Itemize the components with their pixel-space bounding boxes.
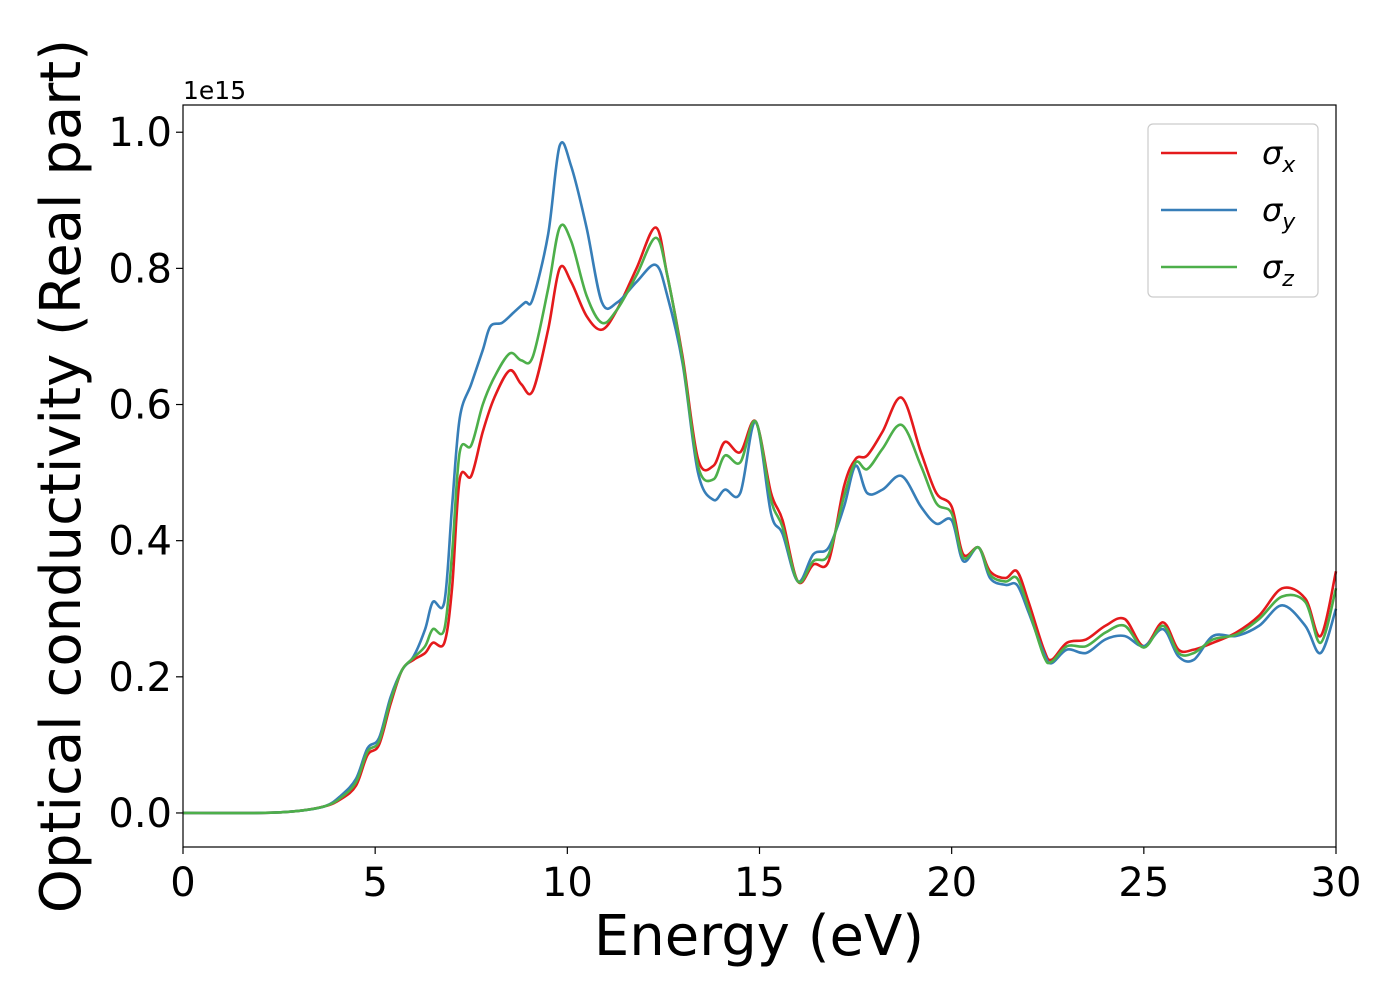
legend-label-z: σz [1262, 248, 1294, 292]
x-axis-ticks: 0 5 10 15 20 25 30 [170, 847, 1361, 906]
x-tick-label: 20 [926, 860, 977, 906]
x-tick-label: 30 [1311, 860, 1362, 906]
x-tick-label: 0 [170, 860, 195, 906]
y-tick-label: 0.8 [108, 246, 172, 292]
x-tick-label: 15 [734, 860, 785, 906]
y-tick-label: 0.6 [108, 383, 172, 429]
x-tick-label: 5 [362, 860, 387, 906]
y-tick-label: 0.4 [108, 519, 172, 565]
legend-label-y: σy [1262, 191, 1296, 235]
y-axis-ticks: 0.0 0.2 0.4 0.6 0.8 1.0 [108, 110, 183, 837]
y-axis-title: Optical conductivity (Real part) [29, 39, 94, 913]
series-line-z [182, 223, 1338, 815]
legend-entries: σx σy σz [1161, 134, 1296, 292]
y-tick-label: 0.2 [108, 655, 172, 701]
y-tick-label: 0.0 [108, 791, 172, 837]
x-axis-title: Energy (eV) [594, 904, 924, 969]
legend-label-x: σx [1262, 134, 1296, 178]
y-offset-label: 1e15 [183, 76, 246, 105]
x-tick-label: 10 [542, 860, 593, 906]
y-tick-label: 1.0 [108, 110, 172, 156]
x-tick-label: 25 [1118, 860, 1169, 906]
series-line-y [182, 141, 1338, 815]
series-layer [182, 141, 1338, 815]
legend: σx σy σz [1147, 123, 1319, 298]
